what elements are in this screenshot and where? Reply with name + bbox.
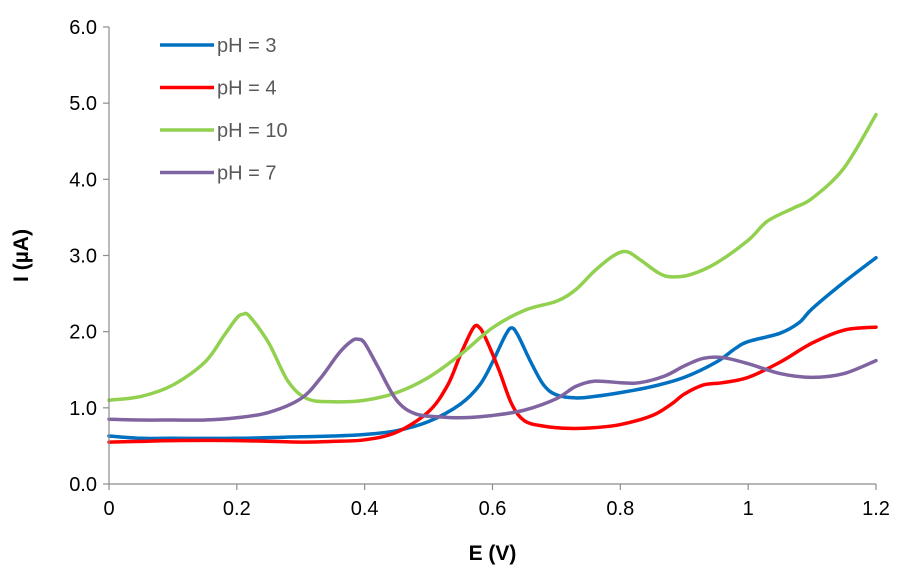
series-layer <box>107 112 878 444</box>
series-line-4 <box>107 337 878 422</box>
legend-label: pH = 7 <box>217 163 276 185</box>
x-tick-label: 1.2 <box>862 498 890 520</box>
x-tick-label: 0.4 <box>351 498 379 520</box>
x-tick-label: 1 <box>743 498 754 520</box>
x-axis-title: E (V) <box>469 542 517 565</box>
legend: pH = 3 pH = 4 pH = 10 pH = 7 <box>160 35 288 185</box>
y-tick-label: 5.0 <box>69 93 97 115</box>
x-tick-label: 0.2 <box>223 498 251 520</box>
x-tick-label: 0.8 <box>606 498 634 520</box>
y-tick-label: 6.0 <box>69 17 97 39</box>
legend-label: pH = 10 <box>217 120 288 142</box>
legend-label: pH = 4 <box>217 78 276 100</box>
y-tick-label: 4.0 <box>69 169 97 191</box>
y-tick-label: 2.0 <box>69 322 97 344</box>
y-axis-title: I (µA) <box>10 229 33 282</box>
x-tick-label: 0.6 <box>479 498 507 520</box>
ticks: 0 0.2 0.4 0.6 0.8 1 1.2 0.0 1.0 2.0 3.0 4.0 5.0 6.0 <box>69 17 890 520</box>
y-tick-label: 3.0 <box>69 246 97 268</box>
series-line-3 <box>107 112 878 404</box>
y-tick-label: 1.0 <box>69 398 97 420</box>
x-tick-label: 0 <box>103 498 114 520</box>
series-line-2 <box>107 323 878 444</box>
legend-label: pH = 3 <box>217 35 276 57</box>
series-line-1 <box>107 256 878 441</box>
y-tick-label: 0.0 <box>69 474 97 496</box>
